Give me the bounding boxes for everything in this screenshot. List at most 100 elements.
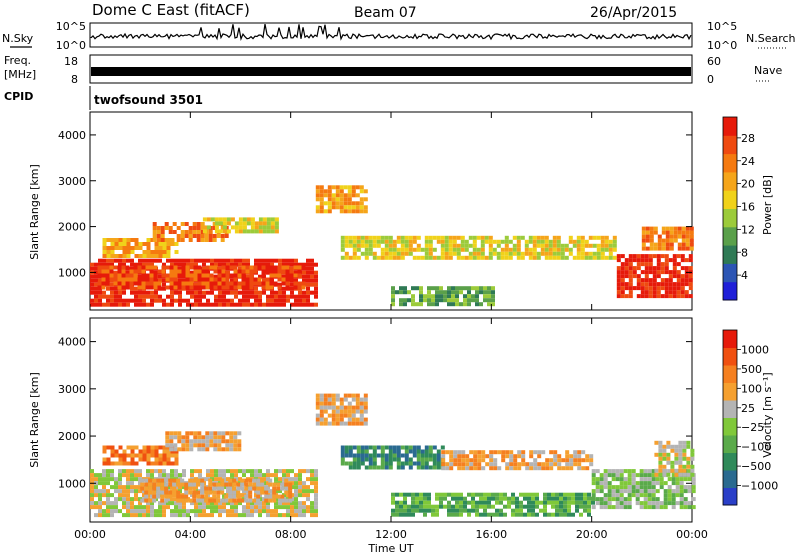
power-cell xyxy=(364,255,369,260)
power-cell xyxy=(653,230,658,235)
velocity-cell xyxy=(220,498,225,503)
power-cell xyxy=(181,281,186,286)
power-cell xyxy=(266,221,271,226)
velocity-cell xyxy=(144,494,149,499)
velocity-cell xyxy=(246,505,250,510)
velocity-cell xyxy=(254,509,258,514)
velocity-cell xyxy=(404,457,409,462)
velocity-cell xyxy=(667,497,672,502)
velocity-cell xyxy=(404,445,409,450)
power-cell xyxy=(205,281,210,286)
velocity-cell xyxy=(172,490,177,495)
velocity-cell xyxy=(106,505,110,510)
power-cell xyxy=(368,247,373,252)
power-cell xyxy=(360,235,365,240)
velocity-cell xyxy=(319,417,324,422)
velocity-cell xyxy=(531,496,535,501)
power-cell xyxy=(181,285,186,290)
velocity-cell xyxy=(455,504,459,509)
power-cell xyxy=(331,197,336,202)
velocity-cell xyxy=(156,478,161,483)
velocity-cell xyxy=(280,494,285,499)
velocity-cell xyxy=(585,466,590,471)
power-cell xyxy=(154,294,158,299)
power-cell xyxy=(213,285,218,290)
power-cell xyxy=(234,294,238,299)
power-cell xyxy=(408,251,413,256)
velocity-cell xyxy=(595,477,600,482)
velocity-cell xyxy=(391,500,395,505)
velocity-cell xyxy=(541,462,546,467)
velocity-cell xyxy=(118,493,122,498)
velocity-cell xyxy=(531,512,535,517)
velocity-cell xyxy=(465,458,470,463)
velocity-cell xyxy=(290,513,294,518)
power-cell xyxy=(364,251,369,256)
velocity-cell xyxy=(212,486,217,491)
power-cell xyxy=(343,201,348,206)
power-cell xyxy=(652,286,657,291)
power-cell xyxy=(110,298,114,303)
power-cell xyxy=(592,251,597,256)
velocity-ytick-label: 4000 xyxy=(58,336,86,349)
velocity-cell xyxy=(298,485,302,490)
power-cell xyxy=(94,274,98,279)
power-cell xyxy=(152,238,157,242)
velocity-cell xyxy=(481,458,486,463)
velocity-cell xyxy=(148,490,153,495)
power-cell xyxy=(427,302,431,307)
power-cell xyxy=(200,230,205,234)
velocity-cell xyxy=(254,505,258,510)
velocity-cell xyxy=(555,500,559,505)
velocity-cell xyxy=(453,450,458,455)
power-cell xyxy=(644,270,649,275)
power-cell xyxy=(121,269,126,274)
velocity-cell xyxy=(647,501,652,506)
power-cell xyxy=(245,265,250,270)
power-cell xyxy=(158,278,162,283)
velocity-cell xyxy=(268,478,273,483)
power-cell xyxy=(218,266,222,271)
velocity-cell xyxy=(477,454,482,459)
velocity-cell xyxy=(306,505,310,510)
velocity-cell xyxy=(651,477,656,482)
power-cell xyxy=(162,246,167,250)
velocity-cell xyxy=(234,469,238,474)
velocity-cell xyxy=(455,508,459,513)
power-cell xyxy=(588,251,593,256)
velocity-cell xyxy=(615,505,620,510)
power-cell xyxy=(475,290,479,295)
power-cell xyxy=(319,197,324,202)
power-cell xyxy=(226,302,230,307)
power-cell xyxy=(274,294,278,299)
velocity-cell xyxy=(335,417,340,422)
power-cell xyxy=(580,255,585,260)
power-cell xyxy=(347,185,352,190)
velocity-cell xyxy=(603,505,608,510)
power-cell xyxy=(202,225,207,230)
velocity-cell xyxy=(491,512,495,517)
power-cell xyxy=(665,242,670,247)
velocity-cell xyxy=(150,493,154,498)
power-cell xyxy=(98,262,102,267)
power-cell xyxy=(632,274,637,279)
power-cell xyxy=(150,254,155,258)
power-cell xyxy=(331,201,336,206)
power-cell xyxy=(673,234,678,239)
power-cell xyxy=(217,273,222,278)
velocity-cell xyxy=(130,505,134,510)
velocity-cell xyxy=(551,492,555,497)
velocity-cell xyxy=(134,453,139,458)
power-cell xyxy=(340,239,345,244)
power-cell xyxy=(160,226,165,230)
velocity-cell xyxy=(511,508,515,513)
velocity-cell xyxy=(160,498,165,503)
velocity-cell xyxy=(619,481,624,486)
velocity-cell xyxy=(623,477,628,482)
velocity-cell xyxy=(424,457,429,462)
power-cell xyxy=(310,262,314,267)
velocity-cell xyxy=(335,393,340,398)
velocity-cell xyxy=(181,435,186,440)
velocity-cell xyxy=(690,472,695,477)
